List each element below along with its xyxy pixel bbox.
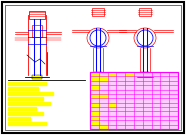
Bar [90,103,99,107]
Bar [108,103,116,107]
Bar [8,97,43,100]
Bar [90,94,99,98]
Bar [90,120,99,125]
Bar [141,72,149,76]
Bar [32,75,42,79]
Bar [90,85,99,90]
Bar [92,8,104,16]
Bar [29,11,45,19]
Bar [125,72,134,76]
Bar [8,107,36,110]
Bar [99,76,108,81]
Bar [32,25,42,37]
Bar [90,116,99,120]
Bar [99,125,108,129]
Bar [94,72,102,76]
Bar [139,8,151,16]
Bar [90,72,99,76]
Bar [90,112,99,116]
Bar [8,82,46,85]
Bar [8,117,30,120]
Bar [8,87,38,90]
Bar [99,94,108,98]
Bar [90,72,178,129]
Bar [8,122,46,125]
Bar [90,72,178,129]
Bar [108,72,116,76]
Bar [8,92,53,95]
Bar [8,102,50,105]
Bar [8,112,43,115]
Bar [90,76,99,81]
